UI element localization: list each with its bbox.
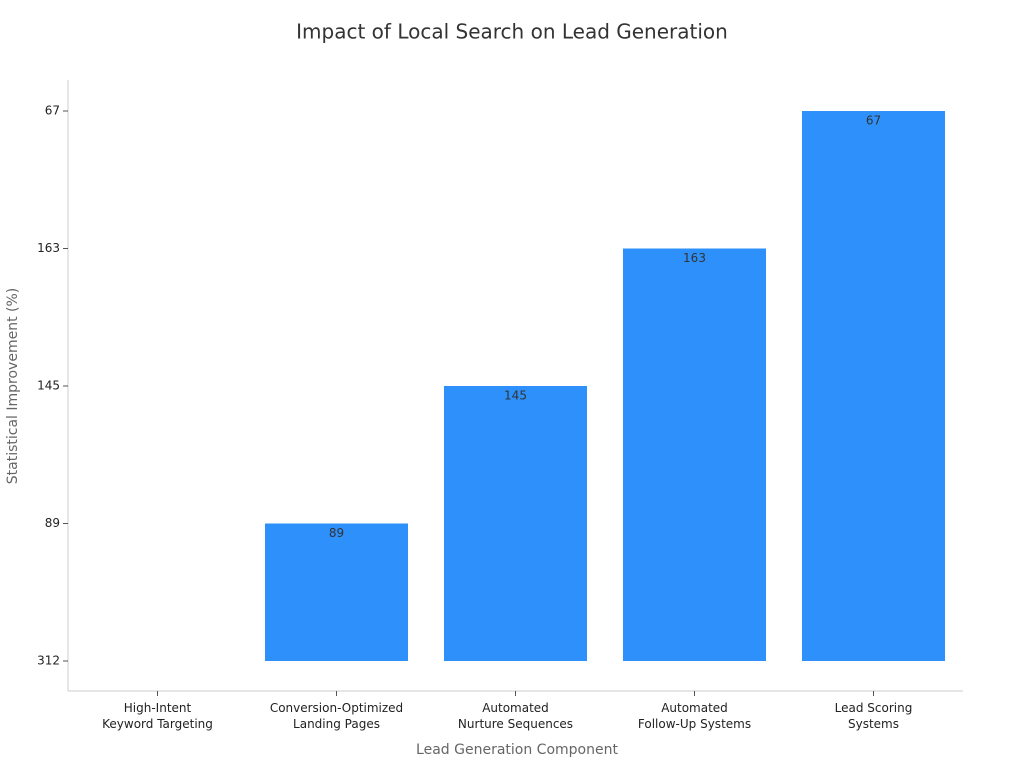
bar <box>623 248 766 661</box>
bar <box>802 111 945 661</box>
y-tick-label: 67 <box>45 104 60 118</box>
bar <box>444 386 587 661</box>
x-tick-label: Lead Scoring Systems <box>835 701 913 731</box>
y-axis-label: Statistical Improvement (%) <box>5 288 21 484</box>
value-label: 67 <box>866 114 881 128</box>
x-tick-label: Conversion-Optimized Landing Pages <box>270 701 403 731</box>
x-tick-label: High-Intent Keyword Targeting <box>102 701 213 731</box>
x-axis-label: Lead Generation Component <box>416 742 618 758</box>
y-tick-label: 89 <box>45 516 60 530</box>
value-label: 163 <box>683 251 706 265</box>
value-label: 145 <box>504 389 527 403</box>
bar <box>265 523 408 661</box>
x-tick-label: Automated Follow-Up Systems <box>638 701 751 731</box>
x-tick-label: Automated Nurture Sequences <box>458 701 573 731</box>
y-tick-label: 145 <box>37 379 60 393</box>
y-tick-label: 312 <box>37 654 60 668</box>
value-label: 89 <box>329 526 344 540</box>
chart-title: Impact of Local Search on Lead Generatio… <box>296 20 728 44</box>
y-tick-label: 163 <box>37 241 60 255</box>
